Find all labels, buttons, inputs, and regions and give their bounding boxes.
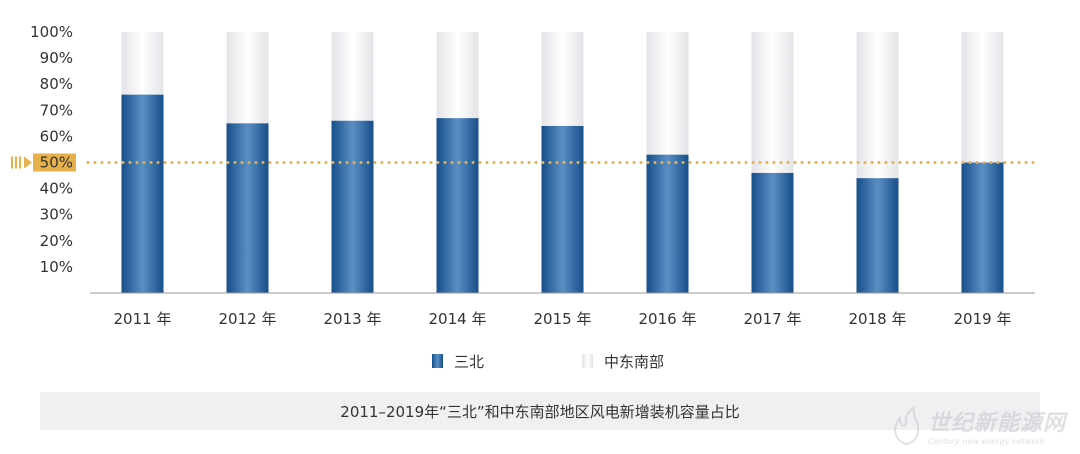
bar-segment-三北 bbox=[856, 178, 899, 293]
y-tick-label: 10% bbox=[40, 258, 73, 276]
reference-arrow-stripe bbox=[15, 156, 17, 169]
bar-segment-中东南部 bbox=[226, 32, 269, 124]
bar-segment-中东南部 bbox=[541, 32, 584, 126]
bar-segment-三北 bbox=[646, 154, 689, 293]
bar-segment-三北 bbox=[541, 125, 584, 294]
legend-swatch bbox=[432, 354, 443, 368]
legend-label: 中东南部 bbox=[604, 353, 664, 371]
bar-segment-三北 bbox=[436, 118, 479, 293]
chart: 10%20%30%40%50%60%70%80%90%100% 2011 年 20… bbox=[11, 23, 1038, 371]
x-tick-label: 2014 年 bbox=[429, 310, 487, 328]
y-tick-label: 70% bbox=[40, 101, 73, 119]
flame-logo-icon bbox=[894, 405, 920, 445]
legend-label: 三北 bbox=[454, 353, 484, 371]
x-tick-label: 2017 年 bbox=[744, 310, 802, 328]
chart-caption: 2011–2019年“三北”和中东南部地区风电新增装机容量占比 bbox=[40, 392, 1040, 430]
y-tick-label: 40% bbox=[40, 180, 73, 198]
y-tick-label: 20% bbox=[40, 232, 73, 250]
x-tick-label: 2015 年 bbox=[534, 310, 592, 328]
chart-title: 2011–2019年“三北”和中东南部地区风电新增装机容量占比 bbox=[340, 402, 740, 421]
x-tick-label: 2016 年 bbox=[639, 310, 697, 328]
y-tick-label: 90% bbox=[40, 49, 73, 67]
watermark-en: Century new energy network bbox=[927, 437, 1045, 446]
x-tick-label: 2019 年 bbox=[954, 310, 1012, 328]
x-tick-label: 2013 年 bbox=[324, 310, 382, 328]
bar-segment-中东南部 bbox=[646, 32, 689, 155]
y-tick-label: 100% bbox=[30, 23, 73, 41]
y-tick-label: 30% bbox=[40, 206, 73, 224]
bar-segment-三北 bbox=[226, 123, 269, 293]
y-tick-label: 60% bbox=[40, 127, 73, 145]
bar-segment-中东南部 bbox=[856, 32, 899, 179]
bar-segment-中东南部 bbox=[961, 32, 1004, 163]
x-axis-ticks: 2011 年 2012 年 2013 年 2014 年 2015 年 2016 年 2017… bbox=[114, 310, 1012, 328]
reference-arrow-stripe bbox=[19, 156, 21, 169]
watermark: 世纪新能源网 Century new energy network bbox=[888, 405, 1066, 446]
bar-segment-三北 bbox=[331, 120, 374, 294]
x-tick-label: 2018 年 bbox=[849, 310, 907, 328]
y-tick-label: 50% bbox=[40, 154, 73, 172]
legend-swatch bbox=[582, 354, 593, 368]
bars bbox=[121, 32, 1004, 294]
bar-segment-三北 bbox=[121, 94, 164, 293]
bar-segment-中东南部 bbox=[436, 32, 479, 119]
y-axis-ticks: 10% 20% 30% 40% 50% 60% 70% 80% 90% 100% bbox=[11, 23, 76, 276]
reference-arrow-icon bbox=[24, 156, 32, 169]
y-tick-label: 80% bbox=[40, 75, 73, 93]
watermark-cn: 世纪新能源网 bbox=[927, 411, 1066, 436]
x-tick-label: 2011 年 bbox=[114, 310, 172, 328]
bar-segment-中东南部 bbox=[121, 32, 164, 95]
bar-segment-三北 bbox=[961, 162, 1004, 293]
reference-label-background bbox=[33, 153, 76, 172]
x-tick-label: 2012 年 bbox=[219, 310, 277, 328]
bar-segment-三北 bbox=[751, 172, 794, 293]
bar-segment-中东南部 bbox=[751, 32, 794, 173]
reference-arrow-stripe bbox=[11, 156, 13, 169]
legend: 三北 中东南部 bbox=[432, 353, 664, 371]
bar-segment-中东南部 bbox=[331, 32, 374, 121]
